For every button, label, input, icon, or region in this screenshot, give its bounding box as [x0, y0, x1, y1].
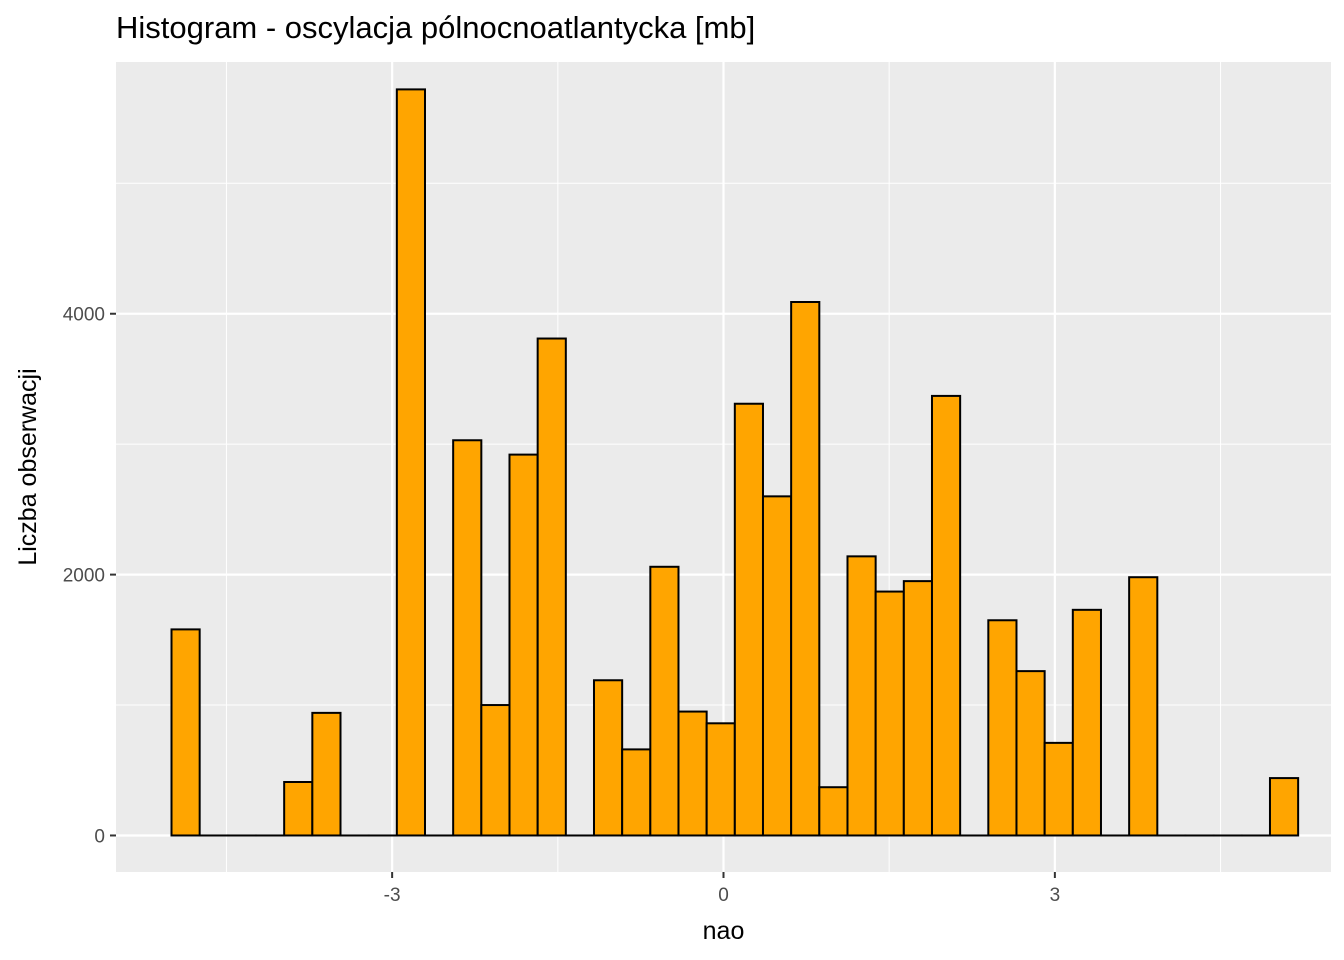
- histogram-bar: [170, 628, 201, 837]
- histogram-bar: [1015, 670, 1046, 837]
- histogram-bar: [874, 590, 905, 837]
- histogram-bar: [761, 495, 793, 837]
- histogram-bar: [902, 580, 933, 837]
- histogram-bar: [846, 555, 877, 837]
- x-tick-label: -3: [384, 885, 401, 906]
- y-tick-label: 2000: [63, 566, 105, 587]
- histogram-bar: [818, 786, 849, 837]
- y-tick-label: 0: [94, 826, 105, 847]
- histogram-bar: [508, 453, 539, 837]
- histogram-bar: [733, 402, 764, 837]
- histogram-bar: [480, 704, 511, 837]
- x-axis: -3 0 3: [384, 872, 1060, 906]
- histogram-bar: [1071, 608, 1102, 837]
- histogram-bar: [987, 619, 1018, 837]
- histogram-bars: [170, 88, 1300, 837]
- histogram-bar: [1128, 576, 1159, 837]
- histogram-bar: [536, 337, 567, 837]
- histogram-bar: [311, 711, 342, 837]
- histogram-bar: [452, 439, 483, 837]
- histogram-bar: [705, 722, 736, 837]
- x-tick-label: 3: [1050, 885, 1061, 906]
- x-axis-title: nao: [703, 917, 745, 945]
- x-tick-label: 0: [718, 885, 729, 906]
- y-axis: 0 2000 4000: [63, 305, 116, 847]
- histogram-bar: [677, 710, 708, 837]
- histogram-bar: [1268, 777, 1300, 837]
- y-axis-title: Liczba obserwacji: [14, 368, 42, 565]
- histogram-bar: [649, 565, 680, 837]
- histogram-bar: [930, 394, 962, 837]
- histogram-bar: [1043, 741, 1074, 837]
- y-tick-label: 4000: [63, 305, 105, 326]
- chart-title: Histogram - oscylacja pólnocnoatlantycka…: [116, 10, 756, 45]
- histogram-bar: [790, 301, 821, 837]
- histogram-bar: [621, 748, 652, 837]
- histogram-bar: [592, 679, 624, 837]
- histogram-bar: [395, 88, 426, 837]
- histogram-bar: [283, 781, 314, 837]
